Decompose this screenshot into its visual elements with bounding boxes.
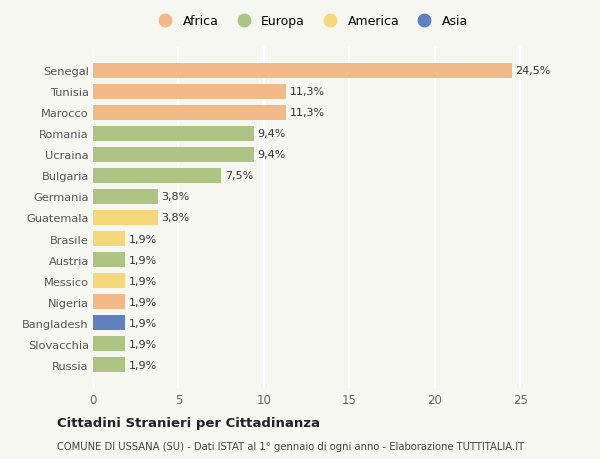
Bar xyxy=(93,211,158,225)
Text: 1,9%: 1,9% xyxy=(129,297,157,307)
Text: 3,8%: 3,8% xyxy=(161,192,190,202)
Text: Cittadini Stranieri per Cittadinanza: Cittadini Stranieri per Cittadinanza xyxy=(57,416,320,429)
Bar xyxy=(93,336,125,352)
Text: 9,4%: 9,4% xyxy=(257,150,286,160)
Text: 9,4%: 9,4% xyxy=(257,129,286,139)
Bar xyxy=(93,106,286,121)
Bar xyxy=(93,294,125,309)
Text: 1,9%: 1,9% xyxy=(129,234,157,244)
Text: 11,3%: 11,3% xyxy=(290,108,325,118)
Bar xyxy=(93,315,125,330)
Bar xyxy=(93,190,158,205)
Text: COMUNE DI USSANA (SU) - Dati ISTAT al 1° gennaio di ogni anno - Elaborazione TUT: COMUNE DI USSANA (SU) - Dati ISTAT al 1°… xyxy=(57,441,524,451)
Bar xyxy=(93,357,125,372)
Bar xyxy=(93,64,512,79)
Text: 3,8%: 3,8% xyxy=(161,213,190,223)
Text: 7,5%: 7,5% xyxy=(224,171,253,181)
Bar xyxy=(93,231,125,246)
Bar xyxy=(93,127,254,142)
Text: 11,3%: 11,3% xyxy=(290,87,325,97)
Text: 1,9%: 1,9% xyxy=(129,318,157,328)
Text: 1,9%: 1,9% xyxy=(129,360,157,370)
Text: 1,9%: 1,9% xyxy=(129,276,157,286)
Bar xyxy=(93,147,254,162)
Legend: Africa, Europa, America, Asia: Africa, Europa, America, Asia xyxy=(153,15,468,28)
Text: 24,5%: 24,5% xyxy=(515,66,551,76)
Bar xyxy=(93,84,286,100)
Text: 1,9%: 1,9% xyxy=(129,255,157,265)
Bar xyxy=(93,252,125,268)
Bar xyxy=(93,274,125,289)
Text: 1,9%: 1,9% xyxy=(129,339,157,349)
Bar xyxy=(93,168,221,184)
